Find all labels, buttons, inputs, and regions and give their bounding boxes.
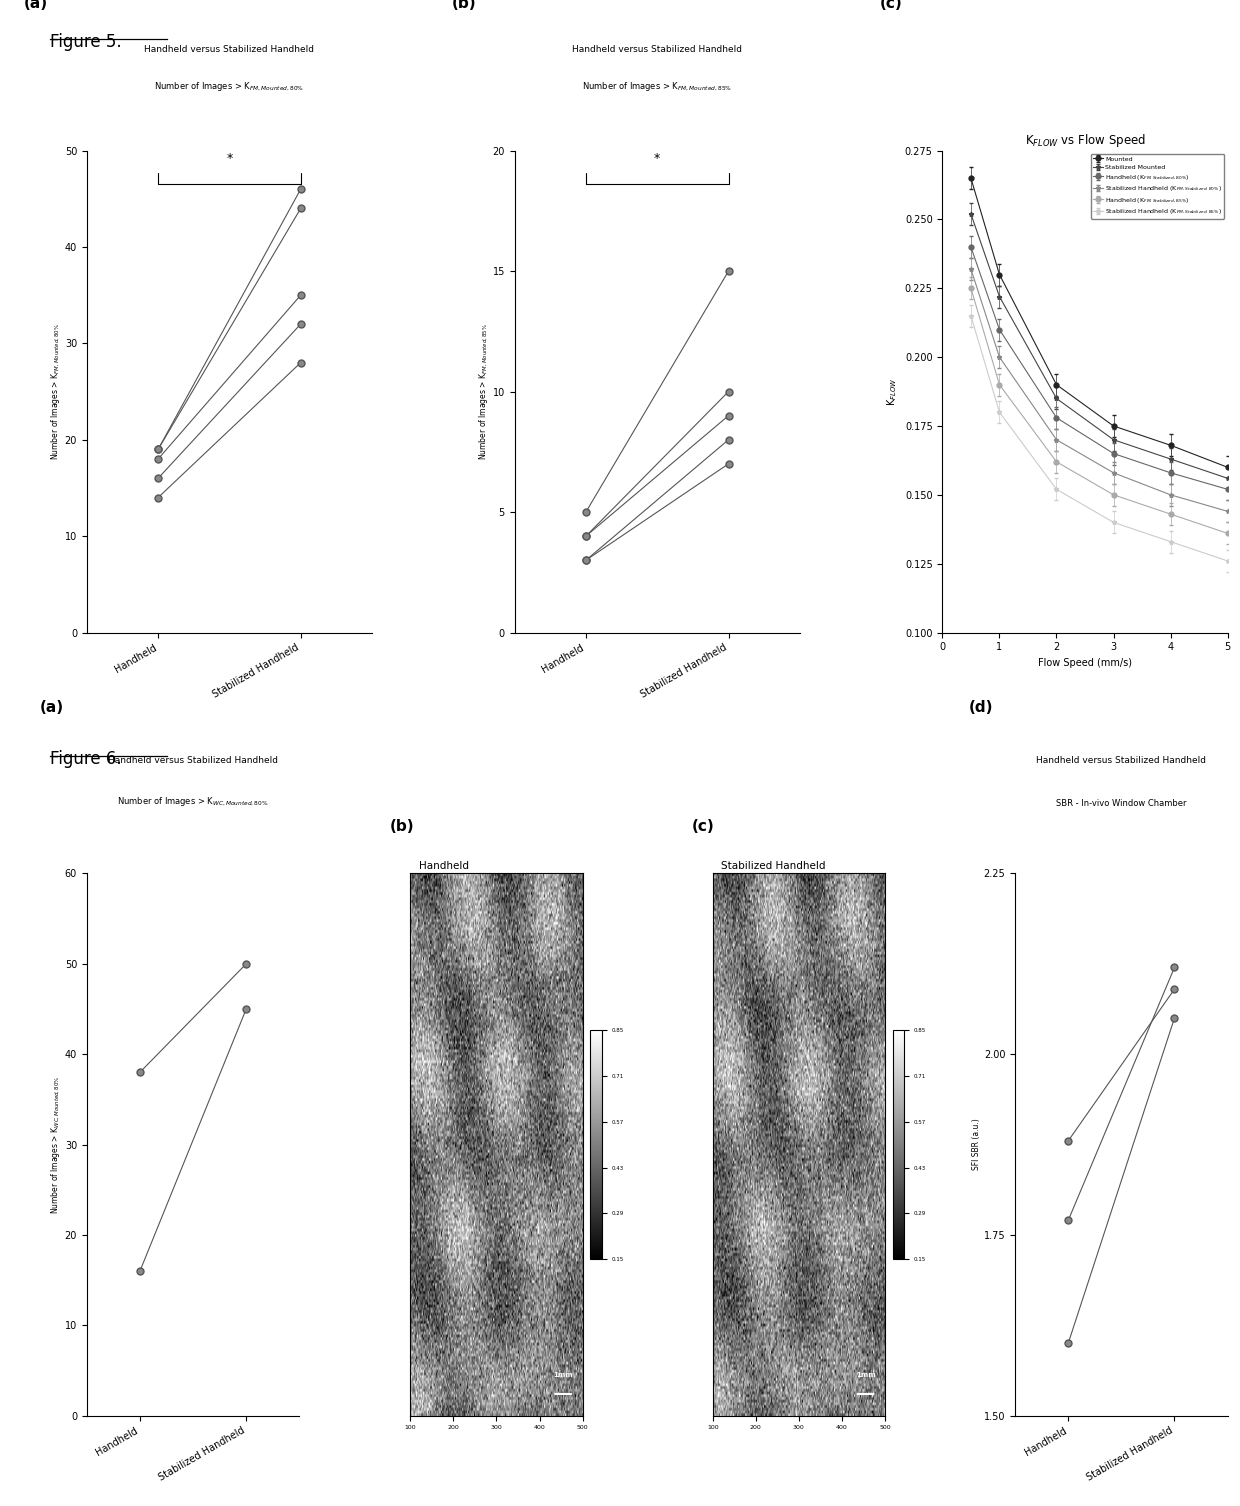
Point — [141, 1396, 156, 1414]
Text: Number of Images > K$_{WC,Mounted,80\%}$: Number of Images > K$_{WC,Mounted,80\%}$ — [118, 795, 269, 809]
Point — [590, 595, 605, 613]
Text: Handheld versus Stabilized Handheld: Handheld versus Stabilized Handheld — [144, 45, 315, 54]
Text: (a): (a) — [24, 0, 48, 12]
Text: *: * — [226, 152, 233, 166]
Legend: Mounted, Stabilized Mounted, Handheld (K$_{FM,Stabilized,80\%}$), Stabilized Han: Mounted, Stabilized Mounted, Handheld (K… — [1091, 154, 1224, 218]
Y-axis label: Number of Images > K$_{FM,Mounted,80\%}$: Number of Images > K$_{FM,Mounted,80\%}$ — [50, 324, 62, 459]
Y-axis label: Number of Images > K$_{WC,Mounted,80\%}$: Number of Images > K$_{WC,Mounted,80\%}$ — [50, 1075, 62, 1214]
Text: Figure 5.: Figure 5. — [50, 33, 122, 51]
Text: SBR - In-vivo Window Chamber: SBR - In-vivo Window Chamber — [1056, 800, 1187, 809]
Text: (d): (d) — [968, 700, 993, 715]
Point — [231, 1396, 246, 1414]
Point — [709, 595, 724, 613]
Point — [281, 611, 296, 630]
Text: 1mm: 1mm — [553, 1372, 573, 1378]
Text: Stabilized Handheld: Stabilized Handheld — [722, 861, 826, 872]
Y-axis label: Number of Images > K$_{FM,Mounted,85\%}$: Number of Images > K$_{FM,Mounted,85\%}$ — [477, 324, 490, 459]
Text: Handheld versus Stabilized Handheld: Handheld versus Stabilized Handheld — [572, 45, 743, 54]
Text: Number of Images > K$_{FM,Mounted,80\%}$: Number of Images > K$_{FM,Mounted,80\%}$ — [154, 80, 305, 93]
Text: Handheld versus Stabilized Handheld: Handheld versus Stabilized Handheld — [108, 756, 278, 765]
X-axis label: Flow Speed (mm/s): Flow Speed (mm/s) — [1038, 658, 1132, 667]
Text: *: * — [653, 152, 661, 166]
Text: Handheld versus Stabilized Handheld: Handheld versus Stabilized Handheld — [1037, 756, 1207, 765]
Text: (c): (c) — [692, 819, 714, 834]
Title: K$_{FLOW}$ vs Flow Speed: K$_{FLOW}$ vs Flow Speed — [1024, 131, 1146, 149]
Y-axis label: SFI SBR (a.u.): SFI SBR (a.u.) — [972, 1119, 981, 1170]
Text: (a): (a) — [40, 700, 64, 715]
Text: 1mm: 1mm — [856, 1372, 875, 1378]
Point — [162, 611, 177, 630]
Text: Handheld: Handheld — [419, 861, 469, 872]
Text: (b): (b) — [389, 819, 414, 834]
Text: (c): (c) — [879, 0, 903, 12]
Text: Figure 6.: Figure 6. — [50, 750, 122, 768]
Text: Number of Images > K$_{FM,Mounted,85\%}$: Number of Images > K$_{FM,Mounted,85\%}$ — [582, 80, 733, 93]
Text: (b): (b) — [451, 0, 476, 12]
Y-axis label: K$_{FLOW}$: K$_{FLOW}$ — [885, 378, 899, 405]
